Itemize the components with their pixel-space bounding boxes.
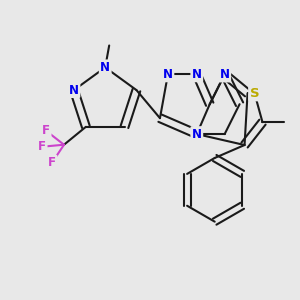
Text: F: F bbox=[42, 124, 50, 137]
Text: N: N bbox=[69, 84, 79, 97]
Text: N: N bbox=[163, 68, 173, 81]
Text: N: N bbox=[220, 68, 230, 81]
Text: N: N bbox=[192, 128, 202, 141]
Text: F: F bbox=[38, 140, 46, 153]
Text: N: N bbox=[220, 68, 230, 81]
Text: N: N bbox=[100, 61, 110, 74]
Text: N: N bbox=[192, 68, 202, 81]
Text: F: F bbox=[48, 156, 56, 169]
Text: S: S bbox=[250, 87, 259, 100]
